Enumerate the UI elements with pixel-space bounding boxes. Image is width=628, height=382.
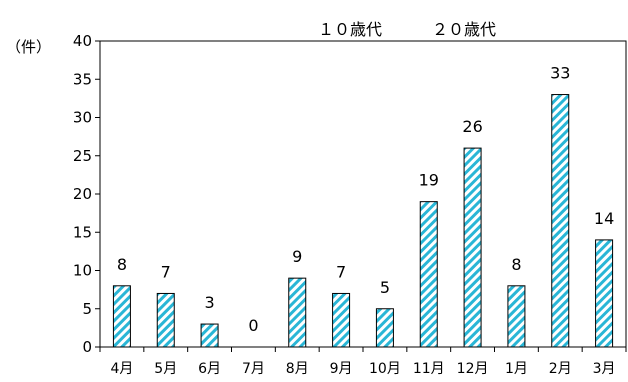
legend-item-teens: １０歳代 [318, 20, 382, 39]
data-label: 19 [419, 171, 439, 190]
data-label: 33 [550, 64, 570, 83]
data-labels: 8 7 3 0 9 7 5 19 26 8 33 14 [117, 64, 614, 335]
data-label: 7 [336, 262, 346, 281]
bar [595, 239, 614, 348]
bars [112, 94, 614, 348]
x-tick-label: 4月 [110, 361, 133, 377]
legend-item-twenties: ２０歳代 [432, 20, 496, 39]
x-tick-label: 1月 [505, 361, 528, 377]
x-tick-label: 9月 [330, 361, 353, 377]
y-tick-label: 15 [73, 223, 92, 241]
x-tick-label: 2月 [549, 361, 572, 377]
data-label: 7 [161, 262, 171, 281]
bar [156, 292, 175, 348]
bar [507, 285, 526, 348]
bar [332, 292, 351, 348]
y-tick-label: 30 [73, 109, 92, 127]
y-tick-label: 10 [73, 262, 92, 280]
data-label: 26 [462, 117, 482, 136]
y-tick-label: 35 [73, 70, 92, 88]
y-tick-label: 0 [82, 338, 92, 356]
data-label: 14 [594, 209, 614, 228]
bar [463, 147, 482, 348]
bar [112, 285, 131, 348]
x-tick-label: 5月 [154, 361, 177, 377]
bar [288, 277, 307, 348]
y-tick-label: 25 [73, 147, 92, 165]
bar [375, 308, 394, 348]
x-tick-label: 3月 [593, 361, 616, 377]
data-label: 5 [380, 278, 390, 297]
bar [200, 323, 219, 348]
y-axis: 0 5 10 15 20 25 30 35 40 [73, 32, 100, 356]
x-tick-label: 10月 [369, 361, 401, 377]
x-tick-label: 8月 [286, 361, 309, 377]
data-label: 0 [248, 316, 258, 335]
data-label: 8 [117, 255, 127, 274]
bar [419, 201, 438, 348]
y-tick-label: 20 [73, 185, 92, 203]
data-label: 9 [292, 247, 302, 266]
y-tick-label: 5 [82, 300, 92, 318]
plot-frame [99, 40, 627, 348]
data-label: 8 [511, 255, 521, 274]
x-tick-label: 12月 [457, 361, 489, 377]
x-axis: 4月 5月 6月 7月 8月 9月 10月 11月 12月 1月 2月 3月 [99, 347, 627, 377]
x-tick-label: 7月 [242, 361, 265, 377]
x-tick-label: 11月 [413, 361, 445, 377]
x-tick-label: 6月 [198, 361, 221, 377]
y-tick-label: 40 [73, 32, 92, 50]
y-axis-unit: （件） [6, 38, 51, 56]
legend: １０歳代 ２０歳代 [318, 20, 496, 39]
bar [551, 94, 570, 348]
data-label: 3 [204, 293, 214, 312]
